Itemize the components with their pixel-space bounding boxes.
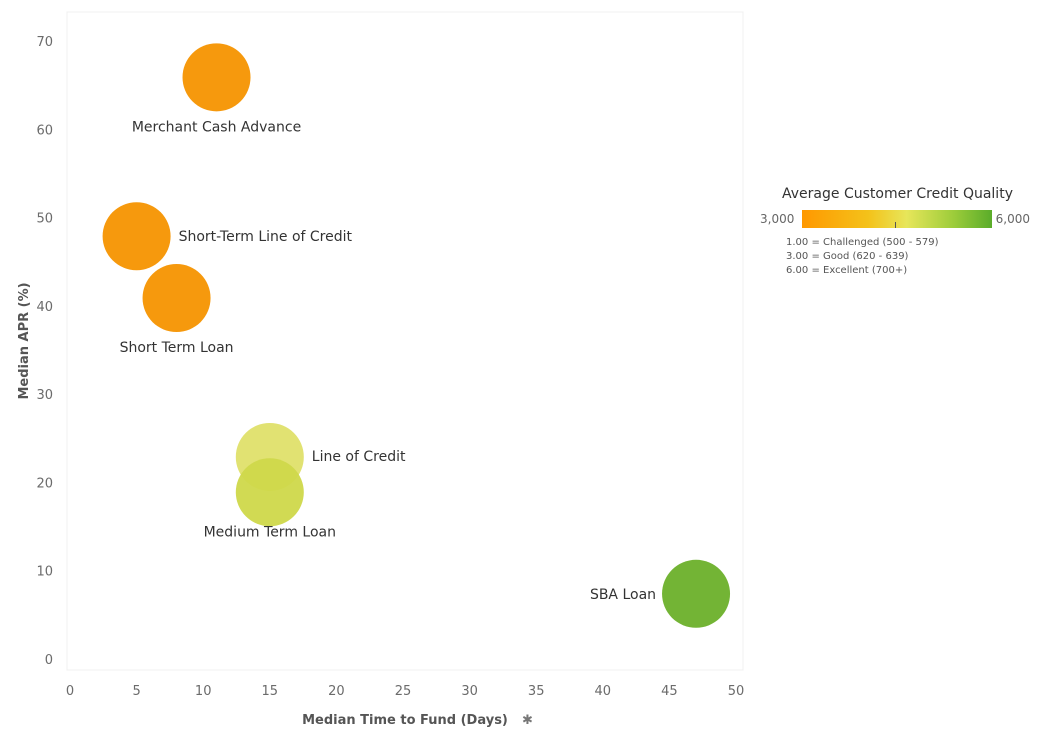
bubble-label: Merchant Cash Advance <box>132 119 301 135</box>
bubble-label: Line of Credit <box>312 449 406 465</box>
y-tick-label: 70 <box>36 35 53 50</box>
legend-note: 6.00 = Excellent (700+) <box>786 265 908 276</box>
y-tick-label: 30 <box>36 388 53 403</box>
bubble[interactable] <box>662 559 731 628</box>
x-tick-label: 0 <box>66 684 74 699</box>
x-tick-label: 10 <box>195 684 212 699</box>
bubble[interactable] <box>235 458 304 527</box>
x-tick-label: 40 <box>595 684 612 699</box>
bubble[interactable] <box>102 202 171 271</box>
legend-min-value: 3,000 <box>760 212 795 226</box>
bubble-label: Short Term Loan <box>120 340 234 356</box>
legend-note: 3.00 = Good (620 - 639) <box>786 251 909 262</box>
x-tick-label: 45 <box>661 684 678 699</box>
x-axis-title: Median Time to Fund (Days) <box>302 713 508 728</box>
y-axis-title: Median APR (%) <box>17 282 32 399</box>
x-tick-label: 30 <box>461 684 478 699</box>
plot-area <box>66 11 744 671</box>
y-tick-label: 0 <box>45 653 53 668</box>
bubble[interactable] <box>182 43 251 112</box>
x-tick-label: 25 <box>395 684 412 699</box>
legend-title: Average Customer Credit Quality <box>782 186 1013 202</box>
y-tick-label: 60 <box>36 123 53 138</box>
legend-notes: 1.00 = Challenged (500 - 579) 3.00 = Goo… <box>786 236 1030 278</box>
y-axis-ticks: 0 10 20 30 40 50 60 70 <box>36 35 53 668</box>
x-tick-label: 20 <box>328 684 345 699</box>
legend-note: 1.00 = Challenged (500 - 579) <box>786 237 939 248</box>
x-tick-label: 50 <box>728 684 745 699</box>
y-tick-label: 40 <box>36 300 53 315</box>
y-tick-label: 20 <box>36 476 53 491</box>
bubbles: Merchant Cash Advance Short-Term Line of … <box>102 43 731 628</box>
x-tick-label: 35 <box>528 684 545 699</box>
y-tick-label: 10 <box>36 565 53 580</box>
y-tick-label: 50 <box>36 212 53 227</box>
x-axis-ticks: 0 5 10 15 20 25 30 35 40 45 50 <box>66 684 744 699</box>
legend-gradient-bar <box>801 210 992 228</box>
legend-scale: 3,000 6,000 <box>760 210 1030 228</box>
bubble-label: Medium Term Loan <box>204 524 336 540</box>
bubble-label: Short-Term Line of Credit <box>179 229 353 245</box>
bubble-chart: 0 10 20 30 40 50 60 70 0 5 10 15 20 25 30 35 40 45 50 Mer… <box>17 11 744 728</box>
legend-marker <box>894 222 896 228</box>
pin-icon[interactable]: ✱ <box>522 713 533 728</box>
x-tick-label: 5 <box>132 684 140 699</box>
legend-max-value: 6,000 <box>995 212 1030 226</box>
x-tick-label: 15 <box>262 684 279 699</box>
bubble-label: SBA Loan <box>590 587 656 603</box>
color-legend: Average Customer Credit Quality 3,000 6,… <box>760 186 1030 278</box>
bubble[interactable] <box>142 264 211 333</box>
